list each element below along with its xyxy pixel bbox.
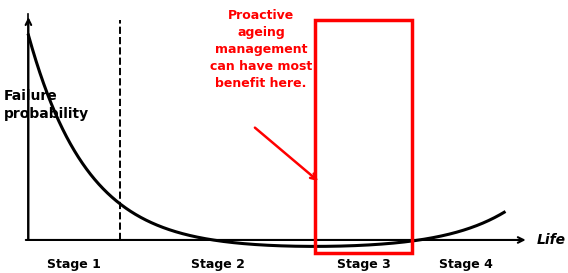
- Bar: [315, 20, 412, 253]
- Text: Life: Life: [537, 233, 566, 247]
- Text: Stage 4: Stage 4: [440, 258, 493, 271]
- Text: Stage 1: Stage 1: [48, 258, 101, 271]
- Text: Failure
probability: Failure probability: [4, 90, 89, 121]
- Text: Stage 3: Stage 3: [337, 258, 390, 271]
- Text: Proactive
ageing
management
can have most
benefit here.: Proactive ageing management can have mos…: [210, 9, 312, 90]
- Text: Stage 2: Stage 2: [191, 258, 245, 271]
